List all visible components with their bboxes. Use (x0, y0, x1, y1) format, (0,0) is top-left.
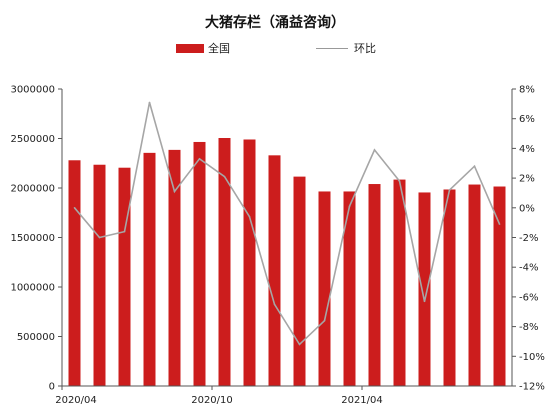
line-point-2021/04 (373, 149, 376, 151)
line-point-2020/05 (98, 236, 101, 239)
y-right-tick-label: -2% (519, 233, 538, 244)
legend-swatch-bar (176, 43, 204, 53)
line-point-2020/07 (148, 101, 151, 104)
bar-2020/12 (268, 155, 281, 386)
x-tick-label: 2020/10 (191, 395, 233, 406)
y-right-tick-label: 8% (519, 85, 535, 96)
legend-item-line: 环比 (316, 40, 376, 56)
bar-2021/01 (293, 176, 306, 386)
y-left-tick-label: 2500000 (10, 134, 55, 145)
bar-2020/05 (93, 164, 106, 386)
y-right-tick-label: -10% (519, 352, 545, 363)
line-point-2020/12 (273, 303, 276, 306)
legend: 全国 环比 (0, 40, 550, 56)
line-point-2021/02 (323, 319, 326, 322)
y-right-tick-label: 6% (519, 114, 535, 125)
bar-2020/10 (218, 138, 231, 386)
line-point-2021/03 (348, 205, 351, 208)
line-point-2020/10 (223, 175, 226, 178)
bar-2021/07 (443, 189, 456, 386)
x-tick-label: 2020/04 (55, 395, 97, 406)
bar-2021/04 (368, 184, 381, 386)
bar-2021/03 (343, 191, 356, 386)
legend-swatch-line (316, 47, 348, 49)
y-right-tick-label: 2% (519, 174, 535, 185)
line-point-2020/06 (123, 230, 126, 233)
bar-2020/06 (118, 167, 131, 386)
bar-2021/05 (393, 179, 406, 386)
y-right-tick-label: 4% (519, 144, 535, 155)
y-left-tick-label: 0 (49, 382, 55, 393)
x-tick-label: 2021/04 (341, 395, 383, 406)
y-right-tick-label: -8% (519, 322, 538, 333)
axes: 0 500000 1000000 1500000 2000000 2500000 30000… (10, 85, 544, 407)
legend-label-bar: 全国 (208, 42, 230, 55)
line-point-2020/08 (173, 190, 176, 193)
line-series (73, 101, 501, 346)
line-point-2021/09 (498, 223, 501, 225)
legend-label-line: 环比 (354, 42, 376, 55)
bar-2021/02 (318, 191, 331, 386)
bar-2020/08 (168, 149, 181, 386)
line-point-2021/07 (448, 189, 451, 191)
legend-item-bar: 全国 (176, 40, 230, 56)
y-left-tick-label: 1000000 (10, 283, 55, 294)
line-point-2020/04 (73, 207, 76, 209)
bar-2021/06 (418, 192, 431, 386)
line-huanbi (73, 102, 501, 346)
chart-title: 大猪存栏（涌益咨询） (205, 15, 345, 31)
line-point-2020/11 (248, 215, 251, 218)
y-right-tick-label: -4% (519, 263, 538, 274)
line-point-2021/08 (473, 165, 476, 168)
y-left-tick-label: 1500000 (10, 233, 55, 244)
bar-2020/07 (143, 152, 156, 386)
bar-2020/04 (68, 160, 81, 386)
y-left-tick-label: 3000000 (10, 85, 55, 96)
bar-2021/09 (493, 186, 506, 386)
bar-2020/11 (243, 139, 256, 386)
bar-series (68, 138, 506, 386)
line-point-2021/06 (423, 300, 426, 303)
bar-2020/09 (193, 141, 206, 386)
y-left-tick-label: 500000 (17, 332, 55, 343)
y-left-tick-label: 2000000 (10, 184, 55, 195)
y-right-tick-label: -6% (519, 292, 538, 303)
line-point-2020/09 (198, 157, 201, 160)
bar-2021/08 (468, 184, 481, 386)
line-point-2021/01 (298, 343, 301, 346)
y-right-tick-label: -12% (519, 382, 545, 393)
line-point-2021/05 (398, 180, 401, 182)
y-right-tick-label: 0% (519, 203, 535, 214)
